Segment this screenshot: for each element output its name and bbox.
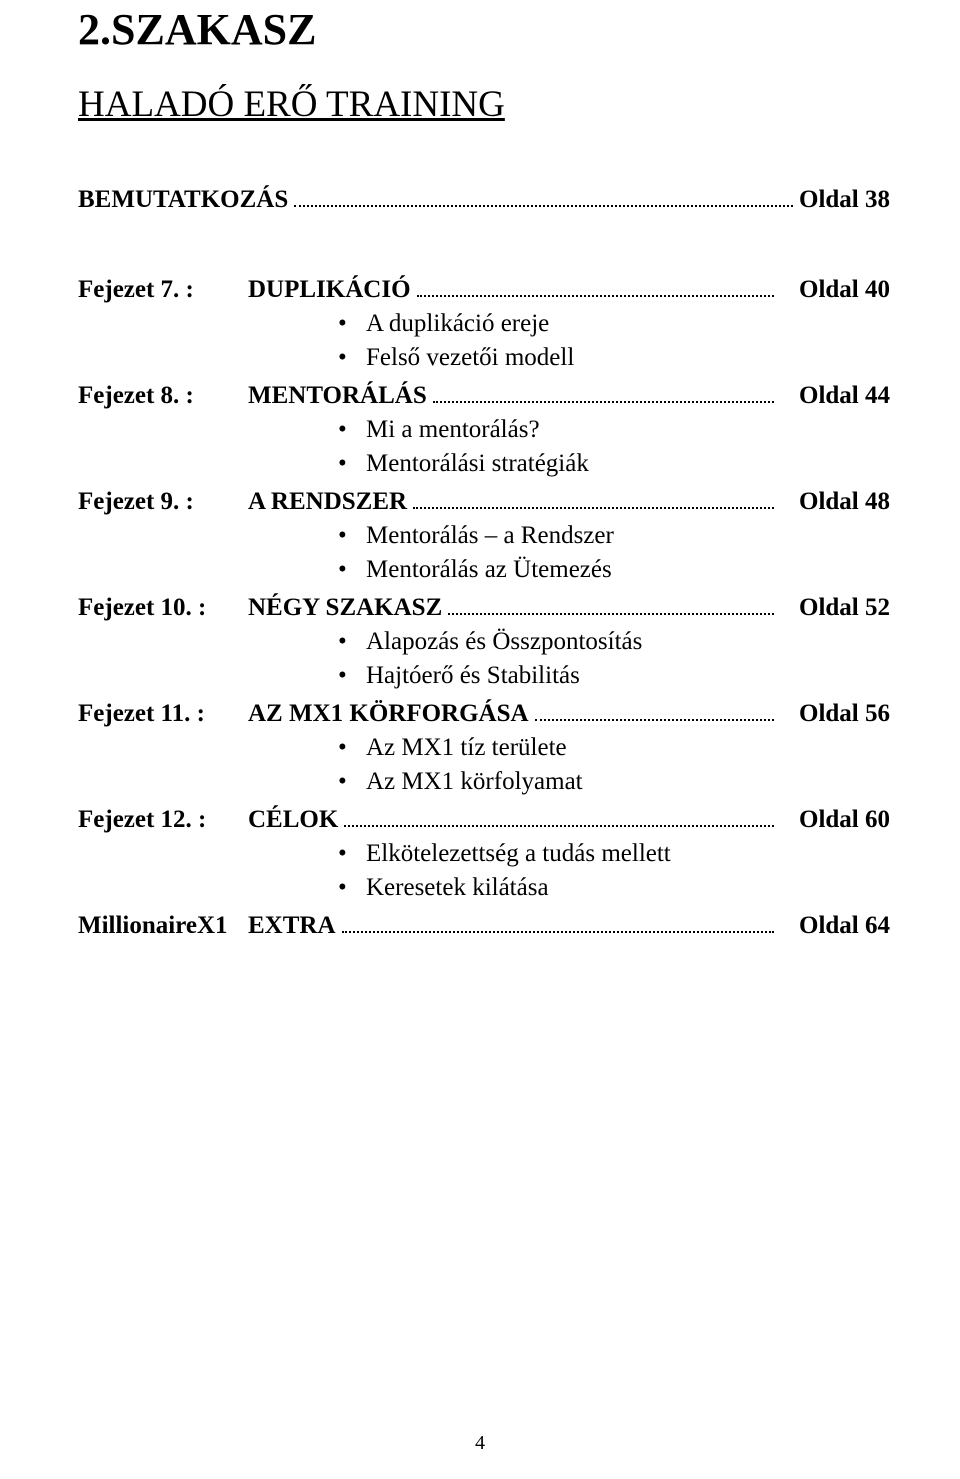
chapter-title: AZ MX1 KÖRFORGÁSA [248,700,529,728]
bullet-text: Mentorálás – a Rendszer [366,522,890,550]
bullet-text: Hajtóerő és Stabilitás [366,662,890,690]
bullet-text: Alapozás és Összpontosítás [366,628,890,656]
chapter-page: Oldal 64 [780,912,890,940]
leader-dots [448,613,774,615]
toc-row: Fejezet 8. : MENTORÁLÁS Oldal 44 [78,382,890,410]
bullet-icon: • [338,768,366,796]
bullet-item: •Alapozás és Összpontosítás [338,628,890,656]
bullet-icon: • [338,310,366,338]
leader-dots [413,507,774,509]
intro-label: BEMUTATKOZÁS [78,186,288,214]
chapter-label: Fejezet 7. : [78,276,248,304]
bullet-icon: • [338,874,366,902]
chapter-title: CÉLOK [248,806,338,834]
bullet-text: Az MX1 körfolyamat [366,768,890,796]
bullet-icon: • [338,416,366,444]
chapter-mid: MENTORÁLÁS [248,382,780,410]
bullet-item: •Mentorálás – a Rendszer [338,522,890,550]
bullet-item: •Mentorálás az Ütemezés [338,556,890,584]
leader-dots [342,931,774,933]
bullet-text: Elkötelezettség a tudás mellett [366,840,890,868]
bullet-item: •Az MX1 tíz területe [338,734,890,762]
bullet-icon: • [338,522,366,550]
leader-dots [433,401,774,403]
bullet-item: •Hajtóerő és Stabilitás [338,662,890,690]
bullet-icon: • [338,662,366,690]
leader-dots [417,295,774,297]
bullet-text: Keresetek kilátása [366,874,890,902]
chapter-bullets: •A duplikáció ereje •Felső vezetői model… [78,310,890,372]
bullet-item: •Az MX1 körfolyamat [338,768,890,796]
chapter-title: MENTORÁLÁS [248,382,427,410]
bullet-icon: • [338,628,366,656]
bullet-item: •Felső vezetői modell [338,344,890,372]
chapter-title: DUPLIKÁCIÓ [248,276,411,304]
toc-row: Fejezet 12. : CÉLOK Oldal 60 [78,806,890,834]
chapter-label: Fejezet 8. : [78,382,248,410]
table-of-contents: Fejezet 7. : DUPLIKÁCIÓ Oldal 40 •A dupl… [78,276,890,940]
chapter-bullets: •Alapozás és Összpontosítás •Hajtóerő és… [78,628,890,690]
intro-row: BEMUTATKOZÁS Oldal 38 [78,186,890,214]
chapter-title: NÉGY SZAKASZ [248,594,442,622]
chapter-mid: NÉGY SZAKASZ [248,594,780,622]
bullet-text: Mi a mentorálás? [366,416,890,444]
chapter-page: Oldal 44 [780,382,890,410]
bullet-text: A duplikáció ereje [366,310,890,338]
bullet-text: Mentorálás az Ütemezés [366,556,890,584]
bullet-item: •A duplikáció ereje [338,310,890,338]
toc-row: Fejezet 9. : A RENDSZER Oldal 48 [78,488,890,516]
chapter-title: A RENDSZER [248,488,407,516]
toc-row: Fejezet 10. : NÉGY SZAKASZ Oldal 52 [78,594,890,622]
bullet-item: •Keresetek kilátása [338,874,890,902]
bullet-text: Az MX1 tíz területe [366,734,890,762]
bullet-text: Felső vezetői modell [366,344,890,372]
toc-row: MillionaireX1 EXTRA Oldal 64 [78,912,890,940]
bullet-icon: • [338,840,366,868]
chapter-bullets: •Mi a mentorálás? •Mentorálási stratégiá… [78,416,890,478]
chapter-mid: A RENDSZER [248,488,780,516]
bullet-icon: • [338,344,366,372]
chapter-bullets: •Elkötelezettség a tudás mellett •Kerese… [78,840,890,902]
bullet-icon: • [338,450,366,478]
toc-row: Fejezet 7. : DUPLIKÁCIÓ Oldal 40 [78,276,890,304]
bullet-item: •Mentorálási stratégiák [338,450,890,478]
document-page: 2.SZAKASZ HALADÓ ERŐ TRAINING BEMUTATKOZ… [0,0,960,1479]
chapter-page: Oldal 52 [780,594,890,622]
subtitle: HALADÓ ERŐ TRAINING [78,83,890,126]
bullet-icon: • [338,556,366,584]
chapter-label: Fejezet 11. : [78,700,248,728]
intro-page: Oldal 38 [799,186,890,214]
chapter-mid: AZ MX1 KÖRFORGÁSA [248,700,780,728]
bullet-icon: • [338,734,366,762]
chapter-title: EXTRA [248,912,336,940]
chapter-bullets: •Az MX1 tíz területe •Az MX1 körfolyamat [78,734,890,796]
bullet-text: Mentorálási stratégiák [366,450,890,478]
chapter-bullets: •Mentorálás – a Rendszer •Mentorálás az … [78,522,890,584]
chapter-label: Fejezet 10. : [78,594,248,622]
chapter-page: Oldal 48 [780,488,890,516]
chapter-mid: EXTRA [248,912,780,940]
page-number: 4 [0,1432,960,1455]
chapter-page: Oldal 56 [780,700,890,728]
section-title: 2.SZAKASZ [78,4,890,55]
bullet-item: •Elkötelezettség a tudás mellett [338,840,890,868]
leader-dots [344,825,774,827]
chapter-label: Fejezet 12. : [78,806,248,834]
chapter-page: Oldal 40 [780,276,890,304]
chapter-page: Oldal 60 [780,806,890,834]
bullet-item: •Mi a mentorálás? [338,416,890,444]
toc-row: Fejezet 11. : AZ MX1 KÖRFORGÁSA Oldal 56 [78,700,890,728]
leader-dots [294,205,793,207]
chapter-mid: CÉLOK [248,806,780,834]
chapter-mid: DUPLIKÁCIÓ [248,276,780,304]
chapter-label: Fejezet 9. : [78,488,248,516]
leader-dots [535,719,774,721]
chapter-label: MillionaireX1 [78,912,248,940]
